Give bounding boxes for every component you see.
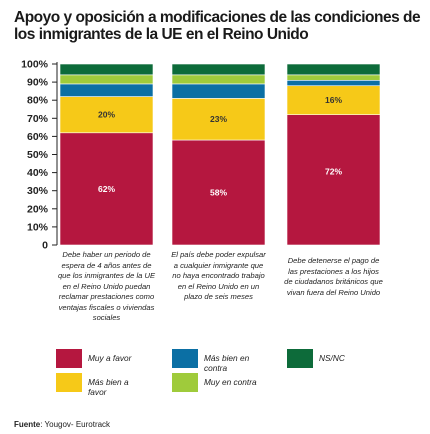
legend-swatch	[56, 373, 82, 392]
legend-item: Más bien en contra	[172, 349, 264, 373]
legend-swatch	[172, 349, 198, 368]
category-label: Debe detenerse el pago de las prestacion…	[284, 256, 383, 297]
data-label: 62%	[98, 184, 115, 194]
data-label: 72%	[325, 167, 342, 177]
bar-segment-ns_nc	[59, 63, 154, 76]
source-label: Fuente	[14, 420, 41, 429]
source-text: : Yougov- Eurotrack	[40, 420, 111, 429]
bar-segment-muy_en_contra	[59, 74, 154, 85]
bar-segment-muy_a_favor	[286, 114, 381, 246]
bar-segment-muy_en_contra	[171, 74, 266, 85]
y-tick-label: 30%	[27, 185, 49, 197]
legend-item: NS/NC	[287, 349, 379, 368]
bar-segment-ns_nc	[171, 63, 266, 76]
legend-label: Muy a favor	[88, 353, 132, 363]
legend-label: NS/NC	[319, 353, 345, 363]
y-tick-label: 80%	[27, 95, 49, 107]
bar-segment-muy_a_favor	[59, 132, 154, 246]
bar-segment-mas_bien_a_favor	[286, 85, 381, 115]
bar-segment-ns_nc	[286, 63, 381, 76]
y-tick-label: 0	[42, 240, 48, 252]
y-tick-label: 20%	[27, 203, 49, 215]
bar-segment-mas_bien_en_contra	[59, 83, 154, 97]
bar-segment-muy_a_favor	[171, 139, 266, 246]
data-label: 20%	[98, 110, 115, 120]
legend-item: Muy a favor	[56, 349, 148, 368]
legend-item: Muy en contra	[172, 373, 264, 392]
y-tick-label: 50%	[27, 149, 49, 161]
source-note: Fuente: Yougov- Eurotrack	[14, 420, 110, 429]
y-tick-label: 90%	[27, 77, 49, 89]
y-tick-label: 40%	[27, 167, 49, 179]
legend-item: Más bien a favor	[56, 373, 148, 397]
legend-swatch	[287, 349, 313, 368]
category-label: Debe haber un periodo de espera de 4 año…	[57, 250, 156, 322]
y-tick-label: 60%	[27, 131, 49, 143]
legend-swatch	[172, 373, 198, 392]
bar-segment-mas_bien_a_favor	[171, 98, 266, 141]
category-label: El país debe poder expulsar a cualquier …	[171, 250, 266, 301]
y-tick-label: 10%	[27, 221, 49, 233]
bar-segment-muy_en_contra	[286, 74, 381, 81]
legend-label: Más bien a favor	[88, 377, 129, 397]
bar-segment-mas_bien_en_contra	[171, 83, 266, 99]
data-label: 16%	[325, 95, 342, 105]
legend-label: Muy en contra	[204, 377, 257, 387]
bar-segment-mas_bien_en_contra	[286, 79, 381, 87]
chart-title: Apoyo y oposición a modificaciones de la…	[14, 9, 421, 43]
data-label: 23%	[210, 114, 227, 124]
legend-label: Más bien en contra	[204, 353, 250, 373]
legend-swatch	[56, 349, 82, 368]
data-label: 58%	[210, 188, 227, 198]
y-tick-label: 100%	[21, 59, 49, 71]
y-tick-label: 70%	[27, 113, 49, 125]
